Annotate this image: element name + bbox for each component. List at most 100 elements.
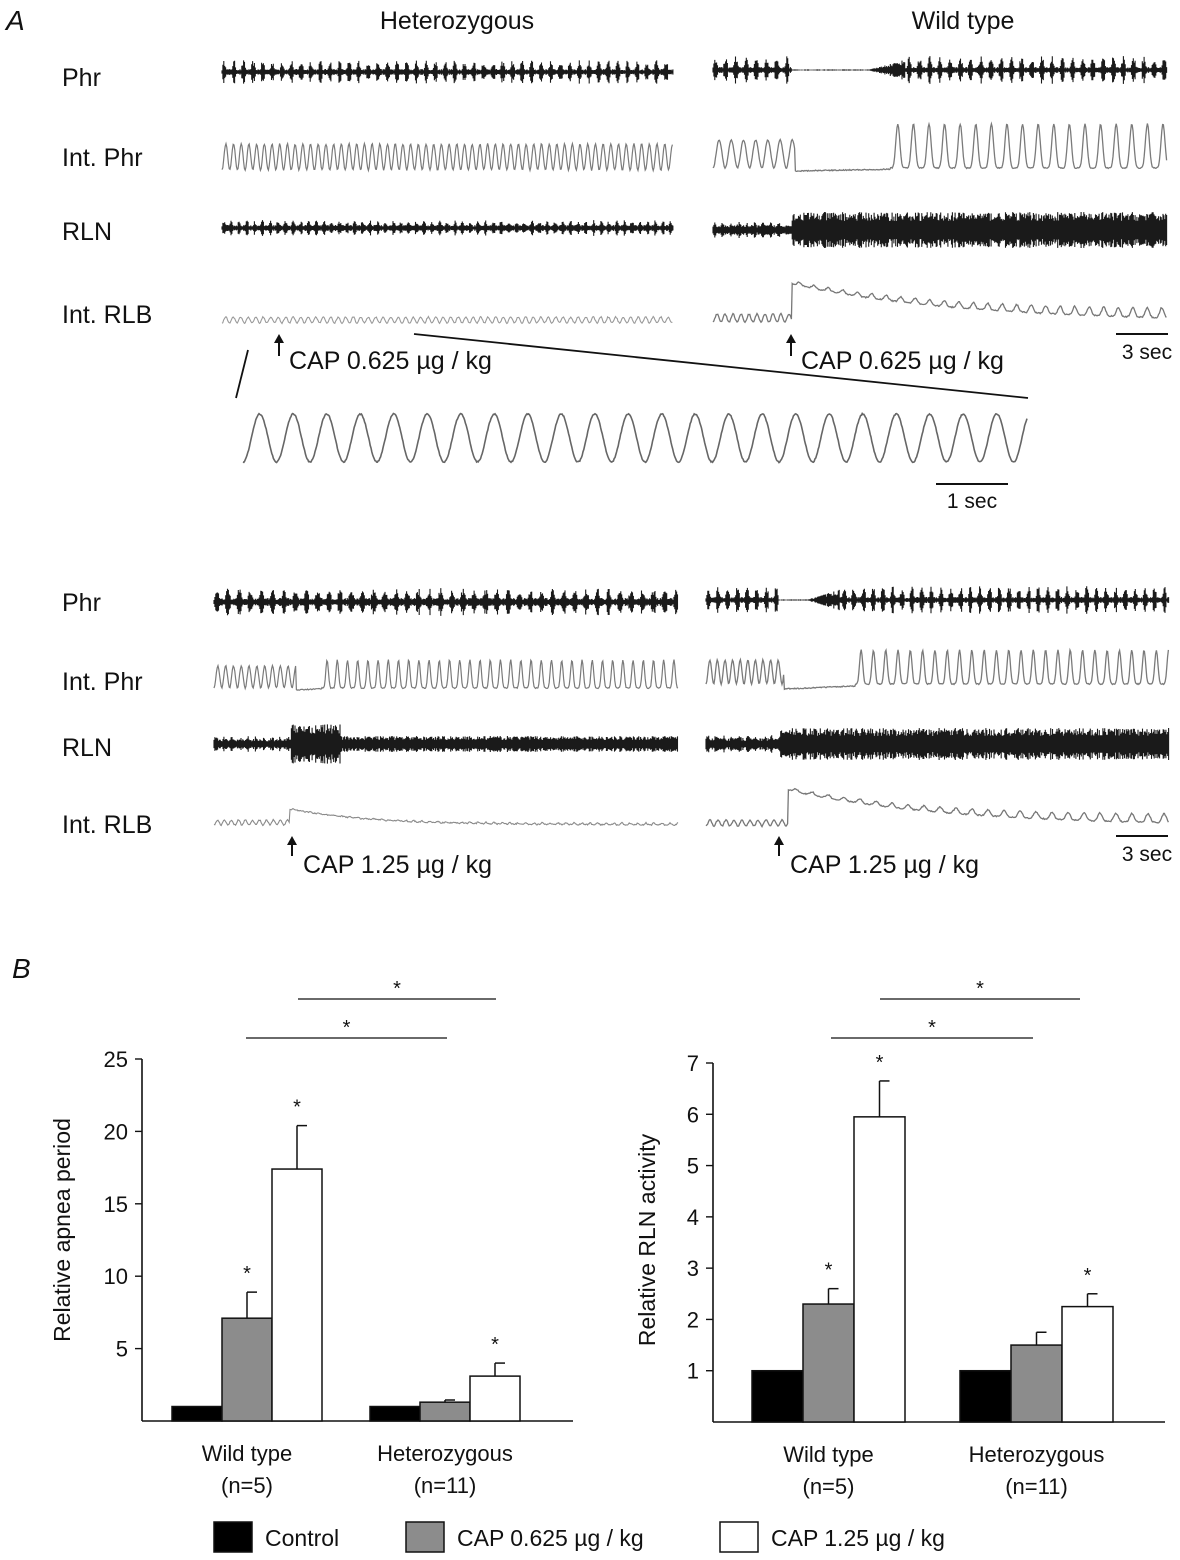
trace-rln-het-high	[213, 724, 679, 764]
trace-group-bottom	[213, 586, 1170, 828]
comparison-star: *	[976, 978, 984, 1000]
stim-marker-wt-high: CAP 1.25 µg / kg	[774, 836, 979, 879]
trace-label-rln-top: RLN	[62, 218, 112, 246]
stim-marker-wt-low: CAP 0.625 µg / kg	[786, 334, 1004, 375]
y-tick-label: 10	[104, 1264, 128, 1289]
bar	[959, 1369, 1012, 1423]
bar	[1010, 1344, 1063, 1423]
trace-int-rlb-wt-high	[705, 787, 1169, 828]
significance-star: *	[1084, 1265, 1092, 1287]
significance-star: *	[825, 1260, 833, 1282]
trace-label-rln-bottom: RLN	[62, 734, 112, 762]
y-tick-label: 3	[687, 1256, 699, 1281]
bar	[271, 1168, 323, 1422]
trace-phr-wt-high	[705, 586, 1170, 614]
legend: Control CAP 0.625 µg / kg CAP 1.25 µg / kg	[213, 1521, 945, 1553]
y-tick-label: 1	[687, 1359, 699, 1384]
trace-int-phr-wt-low	[712, 121, 1168, 173]
comparison-star: *	[928, 1017, 936, 1039]
y-axis-title: Relative apnea period	[49, 1118, 75, 1342]
legend-label: CAP 0.625 µg / kg	[457, 1525, 644, 1551]
category-label: Wild type	[202, 1441, 292, 1466]
y-tick-label: 5	[687, 1154, 699, 1179]
category-n-label: (n=5)	[803, 1474, 855, 1499]
scale-bar-zoom: 1 sec	[936, 483, 1008, 513]
bar	[171, 1405, 223, 1422]
comparison-star: *	[343, 1017, 351, 1039]
trace-int-rlb-zoom	[242, 411, 1028, 464]
trace-int-rlb-wt-low	[712, 281, 1167, 324]
zoom-callout-right	[413, 333, 1029, 399]
y-tick-label: 5	[116, 1337, 128, 1362]
legend-swatch	[405, 1521, 445, 1553]
chart-rln-activity: 1 2 3 4 5 6 7 Relative RLN activity * * Wild type (…	[634, 978, 1165, 1499]
significance-star: *	[293, 1097, 301, 1119]
category-n-label: (n=11)	[1005, 1474, 1068, 1499]
zoom-callout-left	[235, 349, 249, 399]
y-tick-label: 25	[104, 1047, 128, 1072]
trace-phr-het-high	[213, 588, 679, 616]
bar	[853, 1116, 906, 1423]
wild-type-column-heading: Wild type	[912, 7, 1015, 35]
category-label: Heterozygous	[969, 1442, 1105, 1467]
heterozygous-column-heading: Heterozygous	[380, 7, 534, 35]
panel-b-letter: B	[12, 953, 31, 984]
stim-label-het-low: CAP 0.625 µg / kg	[289, 347, 492, 375]
category-n-label: (n=5)	[221, 1473, 273, 1498]
trace-rln-wt-low	[712, 212, 1168, 248]
trace-int-phr-het-high	[213, 658, 679, 691]
trace-label-phr-bottom: Phr	[62, 589, 101, 617]
trace-label-int-rlb-bottom: Int. RLB	[62, 811, 152, 839]
trace-int-rlb-het-high	[213, 808, 679, 827]
trace-phr-wt-low	[712, 56, 1168, 84]
bar	[1061, 1305, 1114, 1423]
y-tick-label: 4	[687, 1205, 699, 1230]
trace-label-int-phr-bottom: Int. Phr	[62, 668, 143, 696]
y-axis-title: Relative RLN activity	[634, 1133, 660, 1346]
bar	[221, 1317, 273, 1422]
trace-rln-wt-high	[705, 728, 1170, 760]
stim-label-wt-low: CAP 0.625 µg / kg	[801, 347, 1004, 375]
scale-bar-top-label: 3 sec	[1122, 341, 1172, 364]
comparison-star: *	[393, 978, 401, 1000]
legend-swatch	[213, 1521, 253, 1553]
bar	[802, 1303, 855, 1423]
stim-marker-het-low: CAP 0.625 µg / kg	[274, 334, 492, 375]
bar	[751, 1369, 804, 1423]
significance-star: *	[243, 1263, 251, 1285]
bar	[469, 1375, 521, 1422]
bar	[369, 1405, 421, 1422]
stim-label-wt-high: CAP 1.25 µg / kg	[790, 851, 979, 879]
trace-label-int-rlb-top: Int. RLB	[62, 301, 152, 329]
y-tick-label: 2	[687, 1307, 699, 1332]
trace-label-int-phr-top: Int. Phr	[62, 144, 143, 172]
trace-phr-het-low	[221, 60, 674, 84]
significance-star: *	[876, 1052, 884, 1074]
trace-int-phr-wt-high	[705, 647, 1170, 691]
chart-apnea-period: 5 10 15 20 25 Relative apnea period * * Wild typ…	[49, 978, 573, 1498]
category-label: Heterozygous	[377, 1441, 513, 1466]
scale-bar-bottom: 3 sec	[1116, 835, 1172, 866]
y-tick-label: 7	[687, 1051, 699, 1076]
y-tick-label: 15	[104, 1192, 128, 1217]
legend-label: Control	[265, 1525, 339, 1551]
bar	[419, 1401, 471, 1422]
scale-bar-bottom-label: 3 sec	[1122, 843, 1172, 866]
category-n-label: (n=11)	[414, 1473, 477, 1498]
zoom-trace-int-rlb	[242, 411, 1028, 464]
scale-bar-top: 3 sec	[1116, 333, 1172, 364]
panel-a-letter: A	[4, 5, 25, 36]
stim-label-het-high: CAP 1.25 µg / kg	[303, 851, 492, 879]
legend-swatch	[719, 1521, 759, 1553]
significance-star: *	[491, 1334, 499, 1356]
y-tick-label: 20	[104, 1119, 128, 1144]
legend-label: CAP 1.25 µg / kg	[771, 1525, 945, 1551]
stim-marker-het-high: CAP 1.25 µg / kg	[287, 836, 492, 879]
scale-bar-zoom-label: 1 sec	[947, 490, 997, 513]
y-tick-label: 6	[687, 1102, 699, 1127]
trace-rln-het-low	[221, 220, 674, 236]
trace-group-top	[221, 56, 1168, 325]
category-label: Wild type	[783, 1442, 873, 1467]
trace-int-rlb-het-low	[221, 315, 673, 325]
